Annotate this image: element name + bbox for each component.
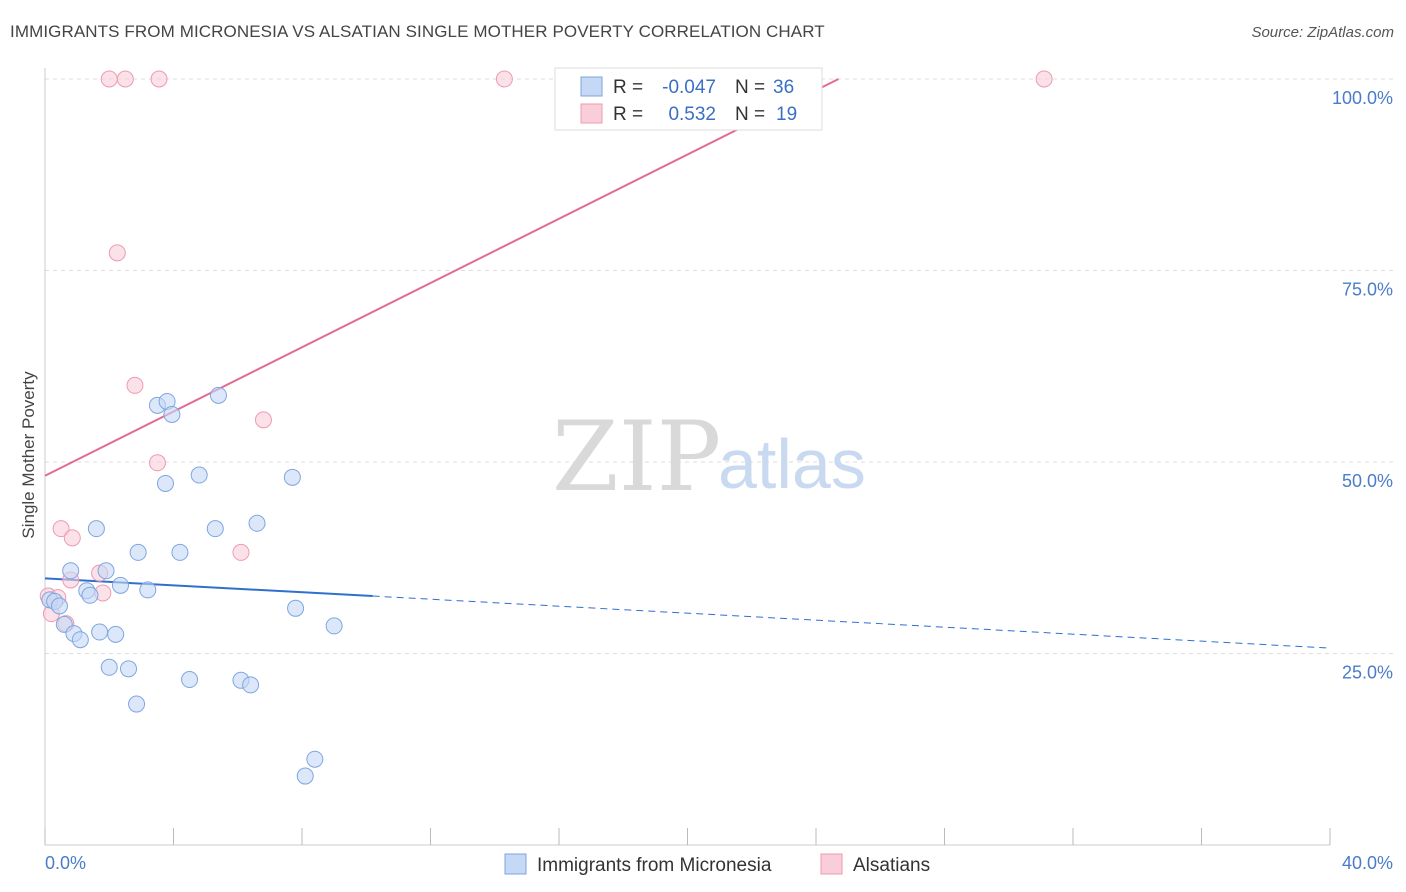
x-tick-label: 40.0% xyxy=(1342,853,1393,873)
point-alsatians xyxy=(63,529,81,547)
legend-r-value-micronesia: -0.047 xyxy=(662,77,716,98)
point-micronesia xyxy=(156,474,174,492)
point-micronesia xyxy=(181,671,199,689)
y-tick-label: 75.0% xyxy=(1342,280,1393,300)
watermark: ZIP atlas xyxy=(552,401,866,513)
point-micronesia xyxy=(81,586,99,604)
point-alsatians xyxy=(126,376,144,394)
legend-swatch-micronesia xyxy=(580,76,603,97)
point-micronesia xyxy=(129,543,147,561)
legend-n-label: N = xyxy=(735,104,765,125)
data-points xyxy=(39,70,1053,785)
point-alsatians xyxy=(116,70,134,88)
trend-lines xyxy=(44,78,1331,649)
point-alsatians xyxy=(1035,70,1053,88)
point-micronesia xyxy=(120,660,138,678)
chart-title: IMMIGRANTS FROM MICRONESIA VS ALSATIAN S… xyxy=(10,22,825,41)
y-axis-label: Single Mother Poverty xyxy=(19,371,38,539)
y-tick-labels: 25.0% 50.0% 75.0% 100.0% xyxy=(1332,88,1393,683)
point-micronesia xyxy=(248,514,266,532)
point-micronesia xyxy=(190,466,208,484)
point-alsatians xyxy=(232,543,250,561)
y-tick-label: 50.0% xyxy=(1342,471,1393,491)
legend-r-label: R = xyxy=(613,77,643,98)
chart-source: Source: ZipAtlas.com xyxy=(1251,24,1394,41)
legend-n-value-micronesia: 36 xyxy=(773,77,794,98)
point-micronesia xyxy=(62,562,80,580)
point-alsatians xyxy=(495,70,513,88)
bottom-legend-swatch-alsatians xyxy=(820,853,843,875)
point-micronesia xyxy=(209,386,227,404)
watermark-zip: ZIP xyxy=(552,401,721,513)
point-micronesia xyxy=(87,520,105,538)
grid-lines xyxy=(45,78,1395,654)
legend-n-label: N = xyxy=(735,77,765,98)
point-micronesia xyxy=(50,597,68,615)
watermark-atlas: atlas xyxy=(718,425,866,503)
x-tick-label: 0.0% xyxy=(45,853,86,873)
legend-r-value-alsatians: 0.532 xyxy=(668,104,716,125)
point-micronesia xyxy=(306,750,324,768)
y-tick-label: 25.0% xyxy=(1342,663,1393,683)
point-micronesia xyxy=(283,468,301,486)
bottom-legend-label-alsatians: Alsatians xyxy=(853,855,930,876)
series-legend: Immigrants from Micronesia Alsatians xyxy=(504,853,930,876)
point-micronesia xyxy=(163,406,181,424)
point-micronesia xyxy=(97,562,115,580)
point-micronesia xyxy=(107,625,125,643)
point-micronesia xyxy=(296,767,314,785)
point-alsatians xyxy=(254,411,272,429)
trend-line-micronesia-extrapolated xyxy=(372,595,1331,649)
point-micronesia xyxy=(128,695,146,713)
point-micronesia xyxy=(91,623,109,641)
point-alsatians xyxy=(150,70,168,88)
legend-r-label: R = xyxy=(613,104,643,125)
point-micronesia xyxy=(206,520,224,538)
point-micronesia xyxy=(287,599,305,617)
point-micronesia xyxy=(71,631,89,649)
point-alsatians xyxy=(52,520,70,538)
bottom-legend-label-micronesia: Immigrants from Micronesia xyxy=(537,855,772,876)
point-alsatians xyxy=(148,454,166,472)
point-micronesia xyxy=(171,543,189,561)
bottom-legend-swatch-micronesia xyxy=(504,853,527,875)
point-micronesia xyxy=(100,658,118,676)
stats-legend: R = -0.047 N = 36 R = 0.532 N = 19 xyxy=(554,67,823,131)
point-micronesia xyxy=(325,617,343,635)
point-alsatians xyxy=(108,244,126,262)
point-micronesia xyxy=(111,576,129,594)
point-micronesia xyxy=(242,676,260,694)
point-micronesia xyxy=(139,581,157,599)
legend-n-value-alsatians: 19 xyxy=(776,104,797,125)
legend-swatch-alsatians xyxy=(580,103,603,124)
axes xyxy=(44,68,1331,846)
x-tick-labels: 0.0% 40.0% xyxy=(45,853,1393,873)
y-tick-label: 100.0% xyxy=(1332,88,1393,108)
point-alsatians xyxy=(100,70,118,88)
